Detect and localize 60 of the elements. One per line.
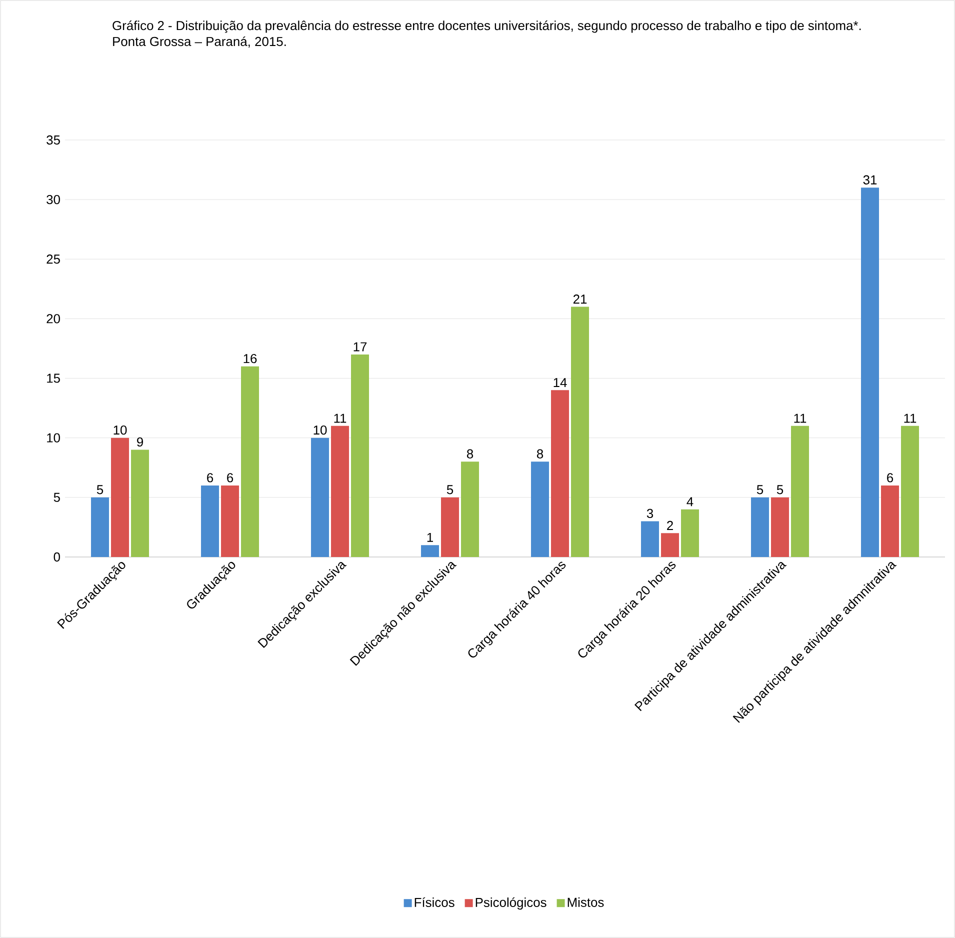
data-label: 5 [756,485,764,494]
bar [531,462,550,557]
y-tick-label: 20 [46,314,60,324]
y-tick-label: 5 [54,492,60,502]
data-label: 5 [776,485,784,494]
bar [861,188,880,557]
data-label: 6 [887,473,894,482]
bar [881,486,899,557]
data-label: 8 [466,449,474,458]
data-label: 8 [536,449,544,458]
bar [241,366,260,557]
y-tick-label: 0 [54,552,60,562]
bar [111,438,130,557]
data-label: 2 [667,520,673,530]
bar [351,354,370,557]
data-label: 11 [794,414,806,423]
bar [791,426,810,557]
data-label: 6 [207,473,214,482]
bar [221,486,240,557]
y-tick-label: 15 [47,374,60,383]
bar [681,509,700,557]
bar [771,497,790,557]
data-label: 11 [334,414,346,423]
bar [201,486,220,557]
bar [901,426,919,557]
bar [661,533,680,557]
data-label: 3 [646,508,654,518]
legend-label: Mistos [568,897,604,907]
data-label: 6 [227,473,234,482]
bar [91,497,110,557]
y-tick-label: 10 [47,433,60,442]
data-label: 5 [96,485,104,494]
data-label: 17 [354,342,367,352]
bar [311,438,330,557]
data-label: 1 [427,532,433,542]
data-label: 5 [446,485,454,494]
legend-label: Psicológicos [476,897,546,910]
bar [751,497,770,557]
y-tick-label: 30 [46,194,60,204]
bar [421,545,440,557]
y-tick-label: 35 [46,135,60,145]
data-label: 31 [863,175,877,184]
bar [641,521,660,557]
legend-label: Físicos [414,897,454,908]
bar [441,497,460,557]
data-label: 10 [114,425,127,435]
y-tick-label: 25 [46,254,60,264]
bar [551,390,570,557]
bar [461,462,480,557]
chart-title: Gráfico 2 - Distribuição da prevalência do estresse entre docentes universitários, segundo processo de trabalho e tipo de sintoma*. Ponta Grossa – Paraná, 2015. [112,20,861,48]
data-label: 10 [314,425,327,435]
bar [331,426,350,557]
data-label: 16 [244,354,257,364]
data-label: 14 [554,378,567,387]
data-label: 21 [573,294,587,304]
data-label: 11 [904,414,916,423]
bar [571,306,590,557]
data-label: 4 [686,497,694,506]
data-label: 9 [137,437,143,447]
bar [131,450,150,557]
